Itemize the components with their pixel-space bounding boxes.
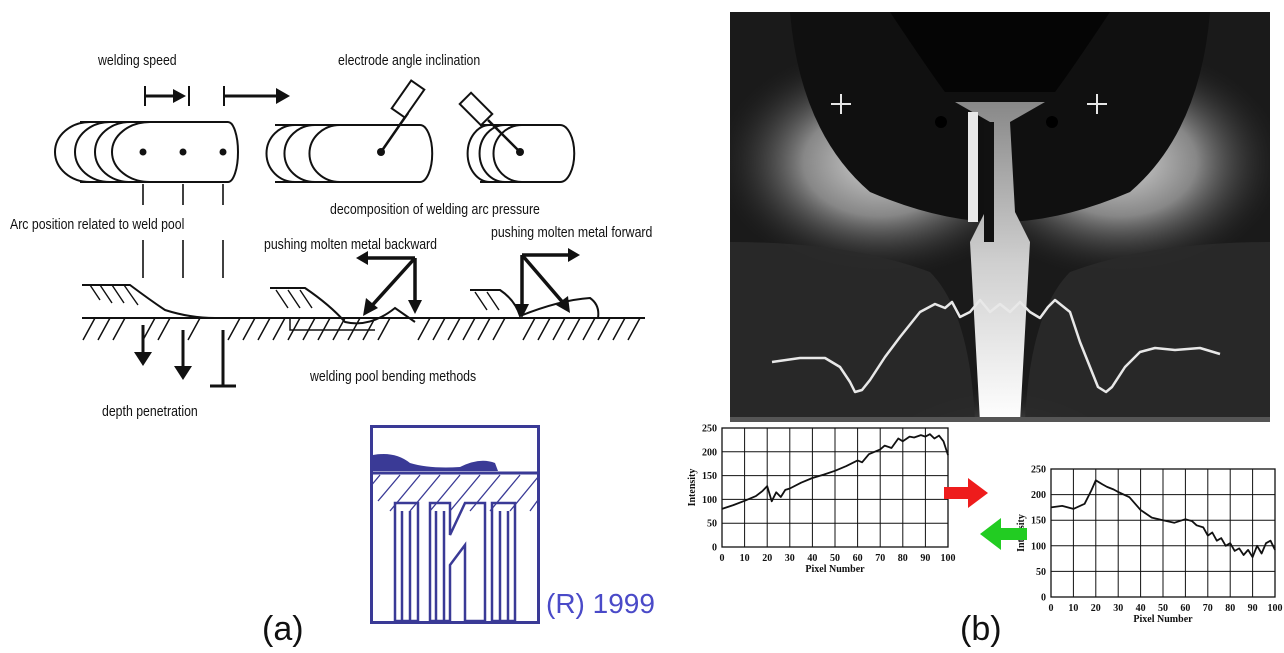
decomposition-label: decomposition of welding arc pressure [330,201,540,218]
x-tick-label: 90 [920,553,930,564]
y-tick-label: 250 [1031,465,1046,476]
x-tick-label: 20 [762,553,772,564]
arc-position-label: Arc position related to weld pool [10,216,185,233]
x-tick-label: 30 [785,553,795,564]
welding-speed-label: welding speed [98,52,177,69]
panel-b-label: (b) [960,610,1002,648]
y-tick-label: 100 [1031,541,1046,552]
push-forward-label: pushing molten metal forward [491,224,653,241]
y-tick-label: 0 [1041,593,1046,604]
y-tick-label: 200 [702,447,717,458]
panel-a-label: (a) [262,610,304,648]
intensity-series-line [1050,479,1276,558]
y-tick-label: 50 [1036,567,1046,578]
intensity-chart-2: 0 10 20 30 40 50 60 70 80 90 100 0 50 100 150 200 250 Pix… [1016,465,1283,626]
bending-methods-label: welding pool bending methods [310,368,477,385]
x-tick-label: 0 [720,553,725,564]
y-tick-label: 150 [1031,516,1046,527]
green-arrow-icon [980,518,1027,550]
x-tick-label: 80 [1225,603,1235,614]
x-tick-label: 10 [740,553,750,564]
welding-arc-photo [730,12,1270,422]
x-tick-label: 100 [941,553,956,564]
y-axis-label: Intensity [687,469,698,507]
y-tick-label: 50 [707,519,717,530]
x-tick-label: 60 [1180,603,1190,614]
x-tick-label: 20 [1091,603,1101,614]
registered-year: (R) 1999 [546,588,655,619]
y-tick-label: 200 [1031,490,1046,501]
intensity-chart-1: 0 10 20 30 40 50 60 70 80 90 100 0 50 100 150 200 250 Pix… [687,424,956,576]
x-tick-label: 90 [1248,603,1258,614]
plot-frame [1050,468,1276,598]
x-tick-label: 50 [1158,603,1168,614]
y-tick-label: 0 [712,543,717,554]
x-tick-label: 0 [1049,603,1054,614]
weld-pool-diagram [54,79,645,388]
red-arrow-icon [944,478,988,508]
x-tick-label: 30 [1113,603,1123,614]
x-tick-label: 70 [875,553,885,564]
intensity-series-line [721,433,949,510]
y-tick-label: 100 [702,495,717,506]
x-tick-label: 40 [1136,603,1146,614]
x-axis-label: Pixel Number [805,564,865,575]
x-tick-label: 60 [853,553,863,564]
y-tick-label: 250 [702,424,717,435]
ihm-logo [370,425,540,624]
electrode-angle-label: electrode angle inclination [338,52,481,69]
push-backward-label: pushing molten metal backward [264,236,437,253]
x-axis-label: Pixel Number [1133,614,1193,625]
depth-penetration-label: depth penetration [102,403,198,420]
x-tick-label: 50 [830,553,840,564]
x-tick-label: 40 [807,553,817,564]
x-tick-label: 80 [898,553,908,564]
x-tick-label: 10 [1068,603,1078,614]
y-tick-label: 150 [702,471,717,482]
x-tick-label: 100 [1268,603,1283,614]
x-tick-label: 70 [1203,603,1213,614]
